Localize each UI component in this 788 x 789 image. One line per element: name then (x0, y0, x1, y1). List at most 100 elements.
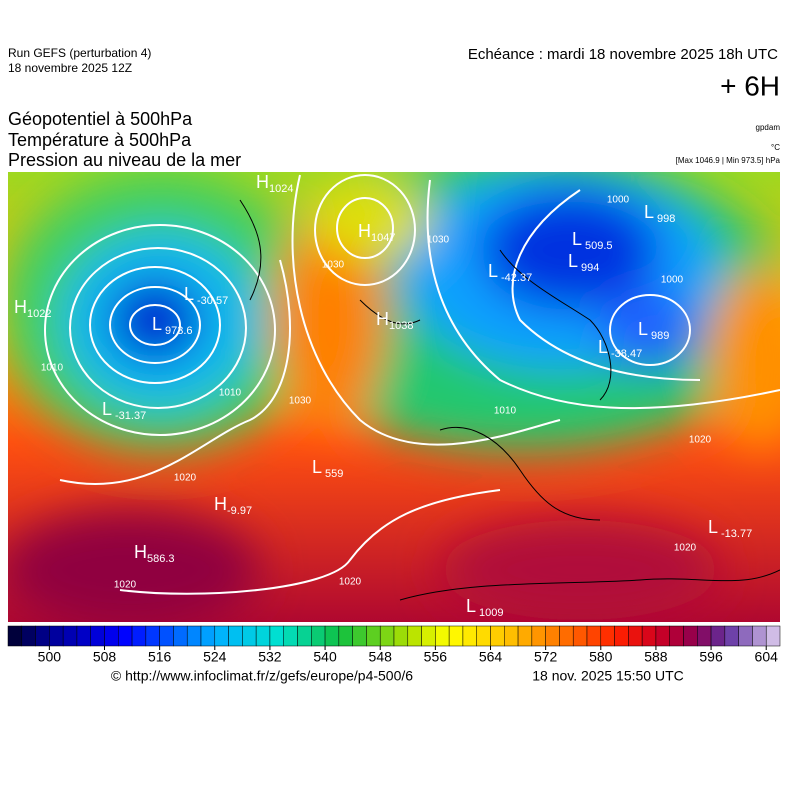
colorbar-swatch (324, 625, 340, 647)
center-kind: H (134, 542, 147, 562)
center-kind: L (152, 314, 162, 334)
contour-label: 1020 (174, 473, 197, 484)
center-value: 998 (657, 213, 675, 225)
colorbar-tick-label: 604 (755, 649, 779, 665)
colorbar-swatch (421, 625, 436, 647)
colorbar-swatch (311, 625, 326, 647)
contour-label: 1000 (661, 275, 684, 286)
center-value: 559 (325, 468, 343, 480)
center-value: 1009 (479, 607, 503, 619)
unit: [Max 1046.9 | Min 973.5] hPa (676, 156, 781, 165)
unit: gpdam (756, 123, 781, 132)
center-kind: L (466, 596, 476, 616)
colorbar-swatch (255, 625, 271, 647)
colorbar-swatch (435, 625, 450, 647)
center-kind: L (638, 319, 648, 339)
colorbar-swatch (283, 625, 298, 647)
contour-label: 1010 (41, 363, 64, 374)
center-value: -42.37 (501, 272, 532, 284)
contour-label: 1030 (427, 235, 450, 246)
center-value: -30.57 (197, 295, 228, 307)
unit: °C (771, 143, 780, 152)
colorbar-swatch (338, 625, 353, 647)
lead-time: + 6H (720, 70, 780, 101)
colorbar-swatch (669, 625, 684, 647)
colorbar-tick-label: 524 (203, 649, 227, 665)
title: Pression au niveau de la mer (8, 150, 241, 170)
center-kind: L (568, 251, 578, 271)
colorbar-swatch (214, 625, 229, 647)
colorbar-swatch (517, 625, 533, 647)
colorbar-swatch (710, 625, 726, 647)
colorbar-swatch (62, 625, 78, 647)
center-kind: L (572, 229, 582, 249)
colorbar-swatch (531, 625, 546, 647)
colorbar-tick-label: 572 (534, 649, 558, 665)
run: Run GEFS (perturbation 4) (8, 46, 151, 60)
contour-label: 1020 (114, 580, 137, 591)
run-date: 18 novembre 2025 12Z (8, 61, 132, 75)
colorbar-swatch (614, 625, 629, 647)
contour-label: 1020 (674, 543, 697, 554)
title: Géopotentiel à 500hPa (8, 109, 193, 129)
center-value: 1022 (27, 308, 51, 320)
center-value: 509.5 (585, 240, 613, 252)
colorbar-tick-label: 532 (258, 649, 282, 665)
colorbar-swatch (90, 625, 105, 647)
center-kind: L (488, 261, 498, 281)
colorbar-swatch (765, 625, 781, 647)
colorbar-swatch (49, 625, 64, 647)
colorbar-tick-label: 540 (313, 649, 337, 665)
colorbar-swatch (159, 625, 174, 647)
colorbar-swatch (269, 625, 284, 647)
colorbar-tick-label: 508 (93, 649, 117, 665)
colorbar-swatch (572, 625, 588, 647)
center-value: 973.6 (165, 325, 193, 337)
colorbar-swatch (407, 625, 422, 647)
colorbar-swatch (490, 625, 505, 647)
colorbar-swatch (7, 625, 23, 647)
colorbar-swatch (448, 625, 464, 647)
colorbar-swatch (738, 625, 753, 647)
colorbar-swatch (21, 625, 36, 647)
colorbar-swatch (462, 625, 477, 647)
colorbar-tick-label: 580 (589, 649, 613, 665)
contour-label: 1000 (607, 195, 630, 206)
colorbar-swatch (297, 625, 312, 647)
colorbar-swatch (683, 625, 698, 647)
center-value: 1024 (269, 183, 293, 195)
colorbar-swatch (586, 625, 602, 647)
colorbar-swatch (173, 625, 188, 647)
colorbar-tick-label: 564 (479, 649, 503, 665)
title: Température à 500hPa (8, 130, 192, 150)
colorbar-tick-label: 548 (369, 649, 393, 665)
colorbar-swatch (366, 625, 381, 647)
colorbar-swatch (228, 625, 243, 647)
center-value: -38.47 (611, 348, 642, 360)
colorbar-swatch (145, 625, 160, 647)
center-kind: H (214, 494, 227, 514)
contour-label: 1020 (689, 435, 712, 446)
contour-label: 1010 (494, 406, 517, 417)
colorbar-tick-label: 516 (148, 649, 172, 665)
colorbar-swatch (628, 625, 643, 647)
center-value: 1038 (389, 320, 413, 332)
colorbar-tick-label: 500 (38, 649, 62, 665)
colorbar-tick-label: 596 (699, 649, 723, 665)
colorbar-tick-label: 588 (644, 649, 668, 665)
center-kind: H (256, 172, 269, 192)
colorbar-swatch (131, 625, 147, 647)
center-value: 994 (581, 262, 599, 274)
echeance: Echéance : mardi 18 novembre 2025 18h UT… (468, 46, 778, 63)
colorbar-swatch (724, 625, 739, 647)
center-kind: H (376, 309, 389, 329)
colorbar: 500 508 516 524 532 540 548 556 564 572 580 588 596 6… (7, 625, 781, 665)
map-field (8, 172, 780, 622)
colorbar-swatch (545, 625, 560, 647)
center-value: -13.77 (721, 528, 752, 540)
center-kind: L (312, 457, 322, 477)
center-value: -9.97 (227, 505, 252, 517)
source: © http://www.infoclimat.fr/z/gefs/europe… (111, 668, 413, 684)
center-kind: L (598, 337, 608, 357)
